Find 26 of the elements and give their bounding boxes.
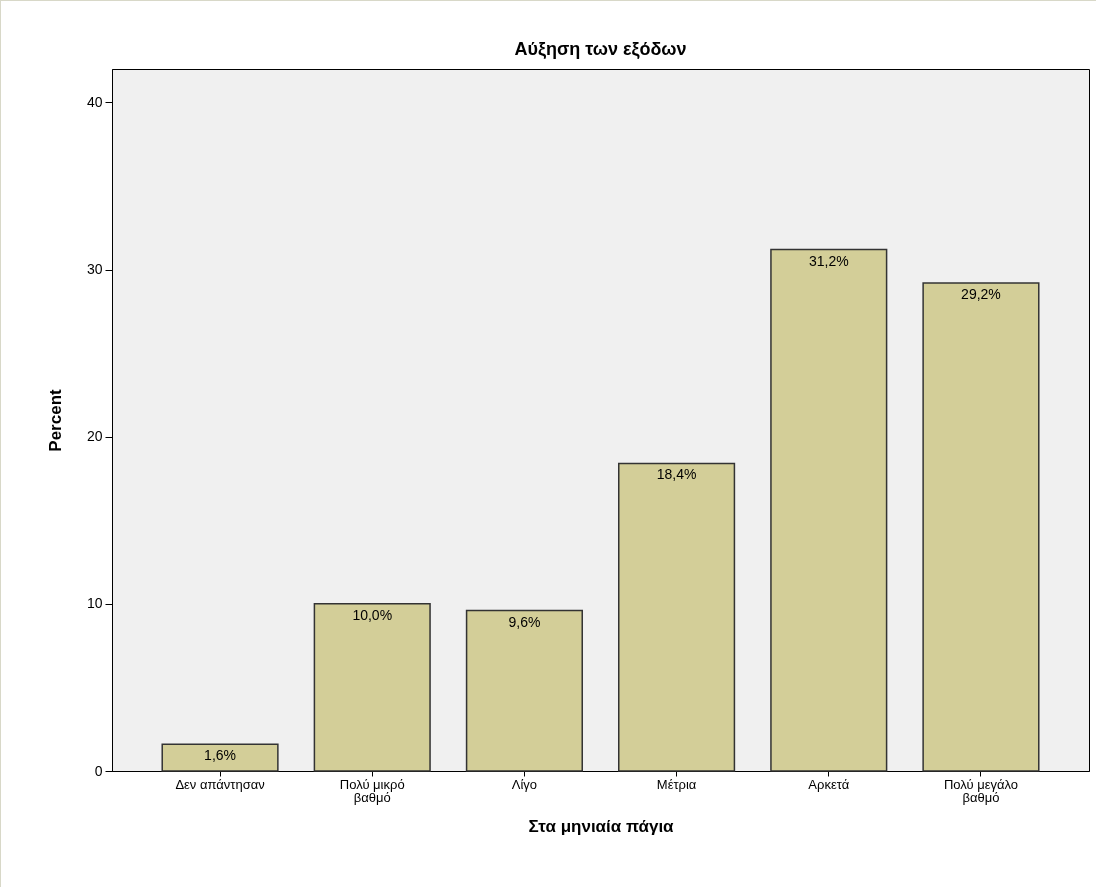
bar: [922, 282, 1040, 772]
x-tick-label: Αρκετά: [808, 776, 850, 792]
x-tick-label: Πολύ μικρό βαθμό: [339, 776, 405, 805]
x-axis-title: Στα μηνιαία πάγια: [528, 816, 675, 836]
y-tick-label: 20: [86, 428, 103, 445]
data-label: 1,6%: [204, 747, 237, 764]
data-label: 18,4%: [656, 466, 697, 483]
y-tick-label: 0: [94, 762, 103, 779]
x-tick-label: Μέτρια: [656, 776, 697, 792]
bar: [618, 462, 736, 772]
data-label: 31,2%: [808, 252, 849, 269]
x-tick-label: Δεν απάντησαν: [175, 776, 265, 792]
chart-title: Αύξηση των εξόδων: [514, 39, 687, 60]
x-tick-label: Λίγο: [511, 776, 538, 792]
bar: [770, 248, 888, 772]
bar: [313, 603, 431, 772]
data-label: 29,2%: [961, 285, 1001, 302]
y-tick-label: 10: [86, 595, 103, 612]
bar: [161, 743, 279, 772]
bar: [465, 609, 583, 772]
data-label: 10,0%: [352, 606, 393, 623]
y-tick-label: 30: [86, 261, 103, 278]
y-tick-label: 40: [86, 93, 103, 110]
y-axis-title: Percent: [45, 388, 65, 452]
data-label: 9,6%: [508, 613, 541, 630]
x-tick-label: Πολύ μεγάλο βαθμό: [943, 776, 1019, 805]
